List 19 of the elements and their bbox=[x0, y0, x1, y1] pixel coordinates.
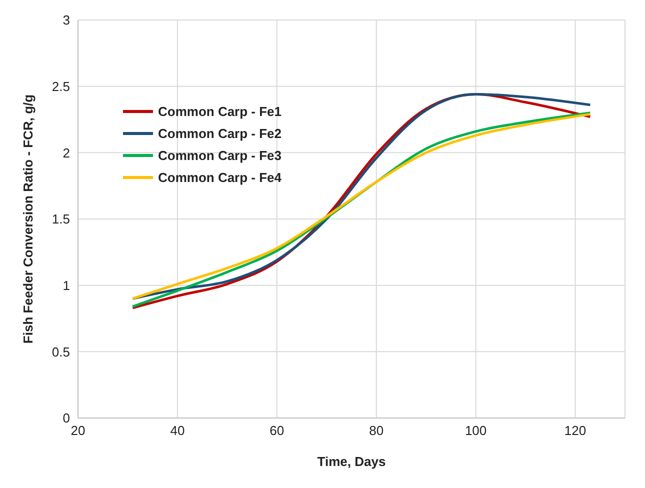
y-axis-title: Fish Feeder Conversion Ratio - FCR, g/g bbox=[20, 94, 36, 344]
legend-label: Common Carp - Fe2 bbox=[158, 126, 282, 140]
y-tick-label: 0 bbox=[62, 410, 70, 426]
x-tick-label: 80 bbox=[369, 423, 384, 438]
x-tick-label: 100 bbox=[464, 423, 487, 438]
x-axis-title: Time, Days bbox=[317, 454, 386, 469]
x-tick-label: 60 bbox=[270, 423, 284, 438]
y-tick-label: 3 bbox=[62, 12, 70, 28]
x-tick-label: 120 bbox=[564, 423, 586, 438]
y-tick-label: 1 bbox=[62, 278, 70, 293]
y-tick-label: 1.5 bbox=[52, 212, 70, 227]
legend-label: Common Carp - Fe4 bbox=[158, 170, 282, 184]
y-tick-label: 0.5 bbox=[52, 344, 70, 360]
y-tick-label: 2 bbox=[62, 145, 70, 160]
y-tick-label: 2.5 bbox=[52, 78, 70, 94]
legend-label: Common Carp - Fe1 bbox=[158, 104, 282, 118]
x-tick-label: 20 bbox=[70, 423, 86, 438]
x-tick-label: 40 bbox=[170, 423, 185, 438]
legend-label: Common Carp - Fe3 bbox=[158, 148, 282, 162]
